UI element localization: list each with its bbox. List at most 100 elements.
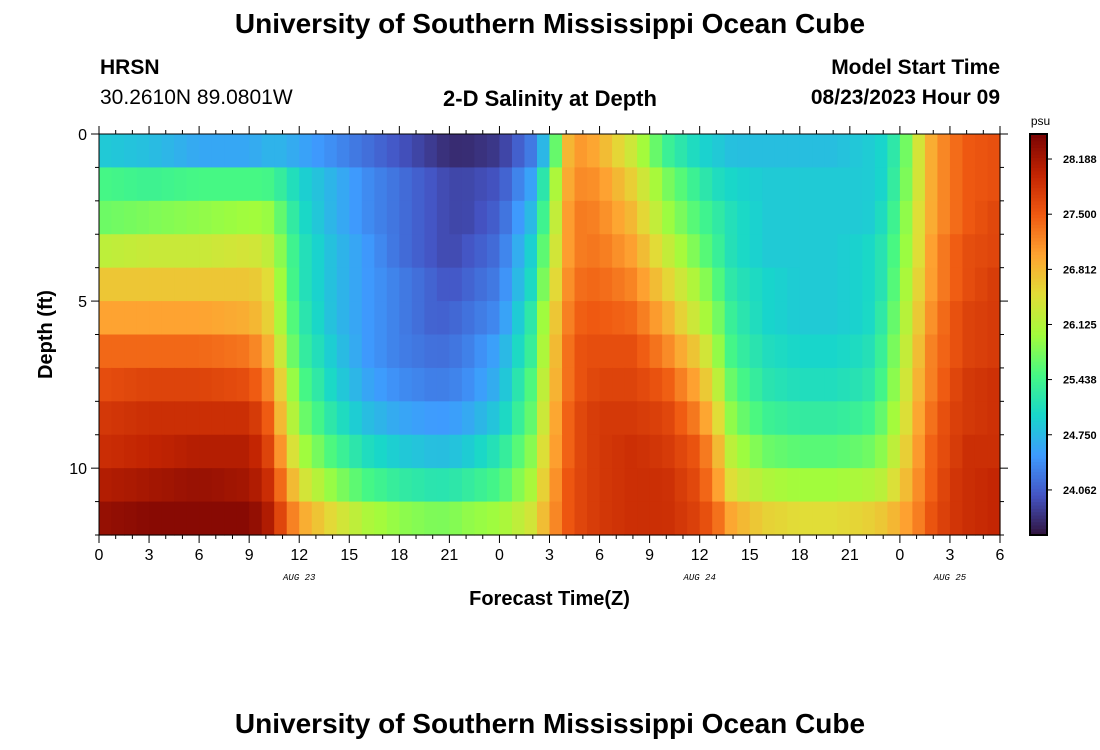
heatmap-cell bbox=[349, 501, 363, 536]
heatmap-cell bbox=[774, 367, 788, 402]
heatmap-cell bbox=[599, 501, 613, 536]
heatmap-cell bbox=[674, 367, 688, 402]
heatmap-cell bbox=[486, 234, 501, 269]
heatmap-cell bbox=[186, 234, 200, 269]
heatmap-cell bbox=[99, 200, 113, 235]
heatmap-cell bbox=[937, 468, 951, 503]
heatmap-cell bbox=[624, 267, 638, 302]
heatmap-cell bbox=[874, 434, 888, 469]
heatmap-cell bbox=[812, 134, 826, 169]
heatmap-cell bbox=[311, 167, 325, 202]
heatmap-cell bbox=[174, 401, 188, 436]
colorbar-segment bbox=[1030, 224, 1047, 229]
colorbar-segment bbox=[1030, 374, 1047, 379]
heatmap-cell bbox=[949, 301, 964, 336]
colorbar-segment bbox=[1030, 254, 1047, 259]
heatmap-cell bbox=[587, 468, 601, 503]
heatmap-cell bbox=[774, 267, 788, 302]
heatmap-cell bbox=[549, 234, 563, 269]
heatmap-cell bbox=[136, 167, 150, 202]
heatmap-cell bbox=[974, 501, 989, 536]
heatmap-cell bbox=[274, 134, 288, 169]
colorbar-segment bbox=[1030, 404, 1047, 409]
heatmap-cell bbox=[937, 167, 951, 202]
heatmap-cell bbox=[99, 468, 113, 503]
heatmap-cell bbox=[349, 200, 363, 235]
heatmap-cell bbox=[361, 167, 375, 202]
colorbar-segment bbox=[1030, 418, 1047, 422]
heatmap-cell bbox=[324, 234, 338, 269]
heatmap-cell bbox=[386, 367, 400, 402]
colorbar-unit: psu bbox=[1031, 114, 1050, 128]
heatmap-cell bbox=[174, 301, 188, 336]
heatmap-cell bbox=[987, 401, 1001, 436]
heatmap-cell bbox=[662, 401, 676, 436]
heatmap-cell bbox=[562, 434, 576, 469]
heatmap-cell bbox=[862, 501, 876, 536]
heatmap-cell bbox=[111, 200, 125, 235]
heatmap-cell bbox=[874, 134, 888, 169]
heatmap-cell bbox=[511, 234, 526, 269]
colorbar-segment bbox=[1030, 240, 1047, 245]
heatmap-cell bbox=[424, 301, 438, 336]
heatmap-cell bbox=[662, 134, 676, 169]
heatmap-cell bbox=[311, 468, 325, 503]
heatmap-cell bbox=[962, 301, 976, 336]
heatmap-cell bbox=[987, 434, 1001, 469]
heatmap-cell bbox=[424, 234, 438, 269]
heatmap-cell bbox=[812, 501, 826, 536]
heatmap-cell bbox=[849, 134, 863, 169]
heatmap-cell bbox=[349, 468, 363, 503]
heatmap-cell bbox=[149, 367, 163, 402]
heatmap-cell bbox=[474, 200, 488, 235]
colorbar-segment bbox=[1030, 267, 1047, 272]
heatmap-cell bbox=[136, 501, 150, 536]
heatmap-cell bbox=[411, 134, 425, 169]
heatmap-cell bbox=[486, 267, 501, 302]
heatmap-cell bbox=[249, 134, 263, 169]
heatmap-cell bbox=[687, 134, 701, 169]
heatmap-cell bbox=[712, 167, 726, 202]
heatmap-cell bbox=[624, 468, 638, 503]
x-tick-label: 0 bbox=[95, 547, 104, 564]
heatmap-cell bbox=[211, 401, 225, 436]
heatmap-cell bbox=[236, 234, 250, 269]
heatmap-cell bbox=[511, 367, 526, 402]
heatmap-cell bbox=[962, 367, 976, 402]
heatmap-cell bbox=[974, 200, 989, 235]
heatmap-cell bbox=[562, 134, 576, 169]
heatmap-cell bbox=[261, 334, 275, 369]
heatmap-cell bbox=[474, 134, 488, 169]
heatmap-cell bbox=[674, 468, 688, 503]
heatmap-cell bbox=[924, 434, 939, 469]
heatmap-cell bbox=[562, 501, 576, 536]
heatmap-cell bbox=[361, 334, 375, 369]
heatmap-cell bbox=[399, 267, 413, 302]
heatmap-cell bbox=[374, 501, 388, 536]
heatmap-cell bbox=[486, 301, 501, 336]
heatmap-cell bbox=[261, 501, 275, 536]
heatmap-cell bbox=[224, 267, 238, 302]
colorbar-segment bbox=[1030, 237, 1047, 242]
heatmap-cell bbox=[199, 167, 213, 202]
colorbar-segment bbox=[1030, 401, 1047, 406]
heatmap-cell bbox=[336, 434, 350, 469]
heatmap-cell bbox=[824, 334, 838, 369]
heatmap-cell bbox=[612, 367, 626, 402]
heatmap-cell bbox=[211, 367, 225, 402]
heatmap-cell bbox=[274, 468, 288, 503]
heatmap-cell bbox=[637, 434, 651, 469]
heatmap-cell bbox=[974, 267, 989, 302]
heatmap-cell bbox=[837, 267, 851, 302]
heatmap-cell bbox=[349, 434, 363, 469]
heatmap-cell bbox=[774, 200, 788, 235]
colorbar-segment bbox=[1030, 291, 1047, 295]
heatmap-cell bbox=[974, 134, 989, 169]
heatmap-cell bbox=[311, 134, 325, 169]
colorbar-segment bbox=[1030, 180, 1047, 185]
heatmap-cell bbox=[749, 434, 763, 469]
heatmap-cell bbox=[674, 234, 688, 269]
colorbar-segment bbox=[1030, 327, 1047, 332]
heatmap-cell bbox=[524, 267, 538, 302]
heatmap-cell bbox=[411, 167, 425, 202]
